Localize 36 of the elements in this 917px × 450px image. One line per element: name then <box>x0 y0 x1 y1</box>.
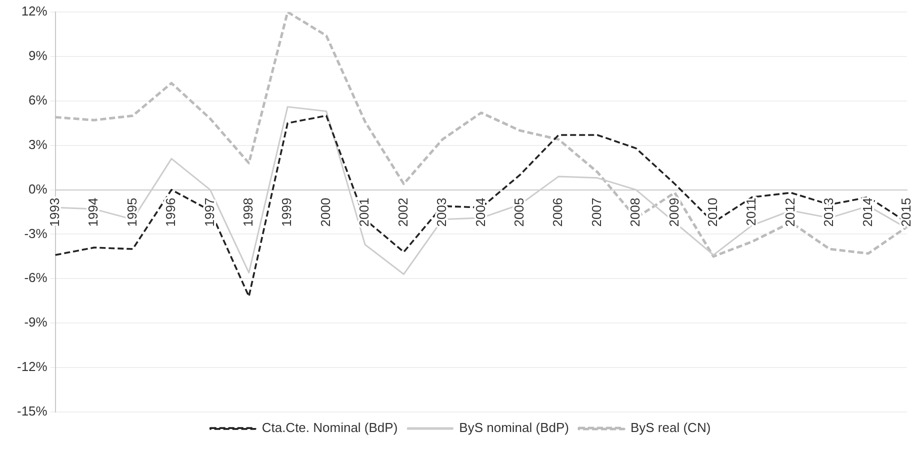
y-tick-label: 3% <box>28 136 48 152</box>
legend-label: Cta.Cte. Nominal (BdP) <box>262 420 398 436</box>
x-tick-label: 2007 <box>588 198 604 227</box>
x-tick-label: 1995 <box>124 198 140 227</box>
x-tick-label: 2009 <box>666 198 682 227</box>
y-tick-label: 6% <box>28 92 48 108</box>
x-tick-label: 2011 <box>744 198 759 226</box>
x-tick-label: 2005 <box>511 198 526 227</box>
x-tick-label: 1994 <box>86 198 101 227</box>
x-tick-label: 2010 <box>705 198 720 227</box>
y-tick-label: 0% <box>28 181 48 196</box>
x-tick-label: 1999 <box>279 198 294 227</box>
x-tick-label: 2015 <box>898 198 914 227</box>
x-tick-label: 1998 <box>240 198 256 227</box>
x-tick-label: 2006 <box>550 198 566 227</box>
legend-label: ByS real (CN) <box>630 420 711 436</box>
x-tick-label: 1997 <box>202 198 217 227</box>
x-tick-label: 2001 <box>356 198 372 227</box>
x-tick-label: 2013 <box>821 198 836 227</box>
y-tick-label: -6% <box>24 270 48 286</box>
y-tick-label: -3% <box>24 226 48 241</box>
x-tick-label: 2002 <box>395 198 410 227</box>
x-tick-label: 2012 <box>782 198 798 227</box>
y-tick-label: -12% <box>16 359 48 374</box>
x-tick-label: 2003 <box>434 198 450 227</box>
legend-label: ByS nominal (BdP) <box>459 420 569 436</box>
x-tick-label: 1996 <box>163 198 178 227</box>
y-tick-label: -9% <box>24 314 48 330</box>
y-tick-label: -15% <box>16 404 48 419</box>
y-tick-label: 12% <box>21 4 48 19</box>
y-tick-label: 9% <box>28 48 48 64</box>
x-tick-label: 2004 <box>472 198 488 227</box>
x-tick-label: 2008 <box>628 198 643 227</box>
x-tick-label: 2000 <box>318 198 333 227</box>
x-tick-label: 1993 <box>46 198 62 227</box>
x-tick-label: 2014 <box>860 198 875 227</box>
